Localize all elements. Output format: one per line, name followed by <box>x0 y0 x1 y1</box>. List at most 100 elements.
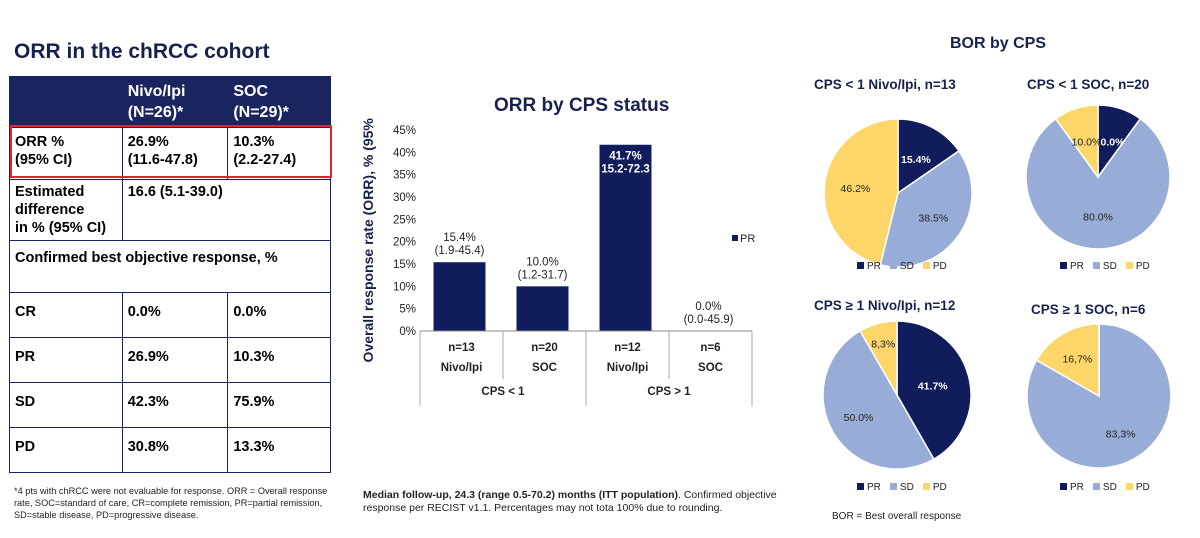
row-value-cell: 10.3% (2.2-27.4) <box>227 127 331 180</box>
table-row: PR 26.9% 10.3% <box>9 337 331 383</box>
legend-label-pr: PR <box>1070 261 1084 272</box>
left-title: ORR in the chRCC cohort <box>14 40 270 63</box>
legend-label-pr: PR <box>867 261 881 272</box>
table-footnote: *4 pts with chRCC were not evaluable for… <box>14 486 328 520</box>
category-n-label: n=12 <box>614 342 641 354</box>
table-row: Confirmed best objective response, % <box>9 240 331 293</box>
legend-label-sd: SD <box>1102 482 1117 493</box>
orr-table: Nivo/Ipi (N=26)* SOC (N=29)* ORR % (95% CI)… <box>9 76 332 473</box>
pie-slice-label: 38.5% <box>918 212 948 224</box>
y-tick-label: 45% <box>393 125 416 137</box>
row-value-cell: 0.0% <box>227 292 331 338</box>
pie-slice-pd <box>1035 323 1100 398</box>
pie-legend: PR SD PD <box>1060 482 1159 493</box>
category-n-label: n=6 <box>700 342 720 354</box>
table-row: SD 42.3% 75.9% <box>9 382 331 428</box>
data-label: (1.9-45.4) <box>435 245 485 257</box>
orr-table-body: ORR % (95% CI) 26.9% (11.6-47.8) 10.3% (2.2-2… <box>9 127 332 473</box>
pie-title: CPS < 1 Nivo/Ipi, n=13 <box>814 77 956 92</box>
pie-slice-sd <box>822 329 935 470</box>
row-value-cell: 75.9% <box>227 382 331 428</box>
bor-title: BOR by CPS <box>950 35 1047 52</box>
pie-slice-label: 16,7% <box>1062 354 1092 366</box>
bar <box>599 144 652 331</box>
y-tick-label: 35% <box>393 170 416 182</box>
y-tick-label: 15% <box>393 259 416 271</box>
pie-chart: 15.4% 38.5% 46.2% <box>823 118 973 268</box>
legend-label-pr: PR <box>740 233 755 245</box>
legend-swatch-pr <box>732 235 738 241</box>
row-value-cell: 13.3% <box>227 427 331 473</box>
category-arm-label: Nivo/Ipi <box>441 362 483 374</box>
pie-slice-sd <box>1025 117 1171 250</box>
legend-swatch-pd <box>922 483 930 490</box>
row-label-cell: PD <box>9 427 123 473</box>
legend-label-pd: PD <box>932 482 947 493</box>
pie-title: CPS ≥ 1 Nivo/Ipi, n=12 <box>814 298 956 313</box>
row-label-cell: PR <box>9 337 123 383</box>
data-label: (1.2-31.7) <box>518 269 568 281</box>
bar <box>433 262 486 331</box>
median-note-rest: . Confirmed objective response per RECIS… <box>363 489 777 514</box>
data-label: 0.0% <box>695 301 721 313</box>
legend-label-pd: PD <box>1135 482 1150 493</box>
row-value-cell: 0.0% <box>121 292 229 338</box>
pie-legend: PR SD PD <box>857 261 956 272</box>
pie-slice-label: 46.2% <box>841 183 871 195</box>
row-value-cell: 26.9% <box>121 337 229 383</box>
y-tick-label: 20% <box>393 237 416 249</box>
pie-slice-pr <box>897 118 960 195</box>
category-arm-label: SOC <box>698 362 723 374</box>
pie-title: CPS ≥ 1 SOC, n=6 <box>1031 302 1146 317</box>
legend-swatch-sd <box>1092 483 1100 490</box>
y-axis-label: Overall response rate (ORR), % (95% CI) <box>360 118 376 362</box>
table-row: ORR % (95% CI) 26.9% (11.6-47.8) 10.3% (2.2-2… <box>9 127 331 180</box>
y-tick-label: 40% <box>393 147 416 159</box>
header-cell-nivo: Nivo/Ipi (N=26)* <box>121 76 229 128</box>
legend-swatch-pd <box>922 262 930 269</box>
category-n-label: n=13 <box>448 342 475 354</box>
section-label-cell: Confirmed best objective response, % <box>9 240 331 293</box>
pie-slice-pd <box>1054 104 1099 180</box>
y-tick-label: 10% <box>393 281 416 293</box>
table-row: PD 30.8% 13.3% <box>9 427 331 473</box>
category-n-label: n=20 <box>531 342 558 354</box>
pie-legend: PR SD PD <box>857 482 956 493</box>
legend-swatch-sd <box>889 262 897 269</box>
row-value-cell: 30.8% <box>121 427 229 473</box>
header-cell-soc: SOC (N=29)* <box>227 76 331 128</box>
row-label-cell: ORR % (95% CI) <box>9 127 123 180</box>
row-value-cell: 26.9% (11.6-47.8) <box>121 127 229 180</box>
category-arm-label: Nivo/Ipi <box>607 362 649 374</box>
y-tick-label: 25% <box>393 214 416 226</box>
legend-swatch-pd <box>1125 483 1133 490</box>
legend-label-sd: SD <box>899 482 914 493</box>
legend-swatch-sd <box>889 483 897 490</box>
data-label: 15.4% <box>443 232 476 244</box>
pie-chart: 10.0% 80.0% 10.0% <box>1025 104 1171 250</box>
pie-chart: 83,3% 16,7% <box>1026 323 1172 469</box>
pie-slice-label: 10.0% <box>1072 136 1102 148</box>
group-label: CPS > 1 <box>647 386 691 398</box>
legend-label-pd: PD <box>932 261 947 272</box>
y-tick-label: 30% <box>393 192 416 204</box>
legend-swatch-pr <box>857 483 864 490</box>
pie-slice-pd <box>823 118 899 266</box>
median-followup-note: Median follow-up, 24.3 (range 0.5-70.2) … <box>363 489 793 515</box>
pie-slice-label: 83,3% <box>1106 428 1136 440</box>
header-cell-empty <box>9 76 123 128</box>
pie-slice-pr <box>896 320 972 461</box>
legend-label-sd: SD <box>899 261 914 272</box>
row-value-cell: 16.6 (5.1-39.0) <box>121 179 332 241</box>
row-label-cell: CR <box>9 292 123 338</box>
data-label: 41.7% <box>609 151 642 163</box>
pie-legend: PR SD PD <box>1060 261 1159 272</box>
pie-title: CPS < 1 SOC, n=20 <box>1027 77 1150 92</box>
y-tick-label: 0% <box>399 326 416 338</box>
legend-swatch-sd <box>1092 262 1100 269</box>
row-label-cell: SD <box>9 382 123 428</box>
bar-chart: Overall response rate (ORR), % (95% CI) 0… <box>360 118 755 406</box>
pie-slice-sd <box>879 149 973 268</box>
legend-swatch-pr <box>1060 262 1067 269</box>
legend-swatch-pd <box>1125 262 1133 269</box>
